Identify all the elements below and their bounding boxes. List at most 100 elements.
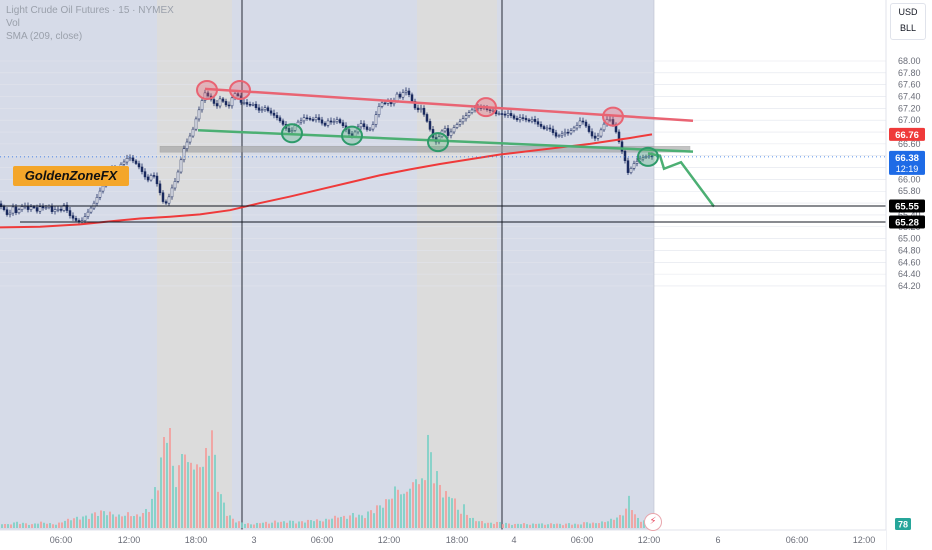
candle-body <box>374 114 378 125</box>
volume-bar <box>301 521 303 528</box>
candle-body <box>281 120 285 125</box>
candle-body <box>569 130 573 134</box>
candle-body <box>146 176 150 181</box>
candle-body <box>341 122 345 126</box>
volume-bar <box>508 523 510 528</box>
candle-body <box>149 175 153 181</box>
sma-legend[interactable]: SMA (209, close) <box>6 31 83 42</box>
candle-body <box>527 119 531 122</box>
volume-bar <box>241 522 243 528</box>
swing-low-marker <box>341 125 363 146</box>
volume-bar <box>403 493 405 528</box>
candle-body <box>254 103 258 109</box>
volume-bar <box>406 491 408 528</box>
candle-body <box>581 120 585 123</box>
symbol-title[interactable]: Light Crude Oil Futures · 15 · NYMEX <box>6 5 174 16</box>
candle-body <box>458 121 462 125</box>
volume-bar <box>256 522 258 528</box>
candle-body <box>488 109 492 112</box>
volume-bar <box>469 518 471 528</box>
candle-body <box>245 102 249 105</box>
volume-bar <box>205 447 207 528</box>
candle-body <box>5 209 9 215</box>
volume-bar <box>292 520 294 528</box>
candle-body <box>407 90 411 95</box>
lightning-icon[interactable]: ⚡ <box>644 513 662 531</box>
candle-body <box>224 101 228 106</box>
volume-bar <box>424 480 426 528</box>
watermark-label: GoldenZoneFX <box>13 166 129 186</box>
volume-bar <box>511 524 513 528</box>
candle-body <box>50 206 54 212</box>
swing-low-marker <box>637 146 659 167</box>
volume-bar <box>379 505 381 528</box>
candle-body <box>101 185 105 192</box>
volume-bar <box>103 511 105 528</box>
volume-bar <box>130 516 132 528</box>
volume-bar <box>220 494 222 528</box>
volume-bar <box>604 522 606 528</box>
volume-bar <box>7 524 9 528</box>
volume-bar <box>397 489 399 528</box>
volume-bar <box>601 521 603 528</box>
volume-bar <box>313 521 315 528</box>
candle-body <box>140 166 144 172</box>
candle-body <box>401 92 405 98</box>
candle-body <box>41 206 45 209</box>
candle-body <box>191 128 195 137</box>
candle-body <box>263 107 267 111</box>
candle-body <box>539 124 543 127</box>
candle-body <box>590 131 594 137</box>
volume-bar <box>346 518 348 528</box>
volume-bar <box>547 524 549 528</box>
candle-body <box>230 97 234 107</box>
candle-body <box>188 135 192 143</box>
volume-bar <box>448 496 450 528</box>
currency-unit-selector[interactable]: USD BLL <box>890 3 926 40</box>
volume-bar <box>73 518 75 528</box>
volume-bar <box>85 515 87 528</box>
price-tick-label: 67.20 <box>898 103 921 113</box>
candle-body <box>26 205 30 210</box>
candle-body <box>332 121 336 123</box>
volume-bar <box>367 511 369 528</box>
candle-body <box>0 203 3 207</box>
candle-body <box>71 215 75 219</box>
price-label: 65.55 <box>895 202 919 213</box>
volume-bar <box>400 494 402 528</box>
volume-bar <box>64 520 66 528</box>
volume-bar <box>412 482 414 528</box>
volume-bar <box>505 522 507 528</box>
candle-body <box>368 128 372 131</box>
volume-bar <box>91 513 93 528</box>
candle-body <box>542 126 546 129</box>
time-tick-label: 18:00 <box>446 535 469 545</box>
demand-zone <box>159 145 691 153</box>
candle-body <box>515 118 519 121</box>
volume-bar <box>76 516 78 528</box>
volume-bar <box>148 512 150 528</box>
volume-bar <box>235 522 237 528</box>
candle-body <box>554 132 558 137</box>
volume-bar <box>607 521 609 528</box>
volume-bar <box>487 522 489 528</box>
volume-bar <box>178 465 180 528</box>
price-tick-label: 68.00 <box>898 56 921 66</box>
time-tick-label: 12:00 <box>118 535 141 545</box>
volume-bar <box>94 512 96 528</box>
candle-body <box>260 109 264 112</box>
candle-body <box>629 168 633 173</box>
candle-body <box>74 218 78 221</box>
volume-bar <box>541 523 543 528</box>
active-area <box>0 0 654 550</box>
volume-bar <box>595 523 597 528</box>
volume-bar <box>49 523 51 528</box>
volume-bar <box>229 515 231 528</box>
volume-bar <box>391 498 393 528</box>
candle-body <box>182 148 186 161</box>
candle-body <box>611 119 615 125</box>
volume-bar <box>640 521 642 528</box>
volume-legend[interactable]: Vol <box>6 18 20 29</box>
candle-body <box>98 190 102 198</box>
